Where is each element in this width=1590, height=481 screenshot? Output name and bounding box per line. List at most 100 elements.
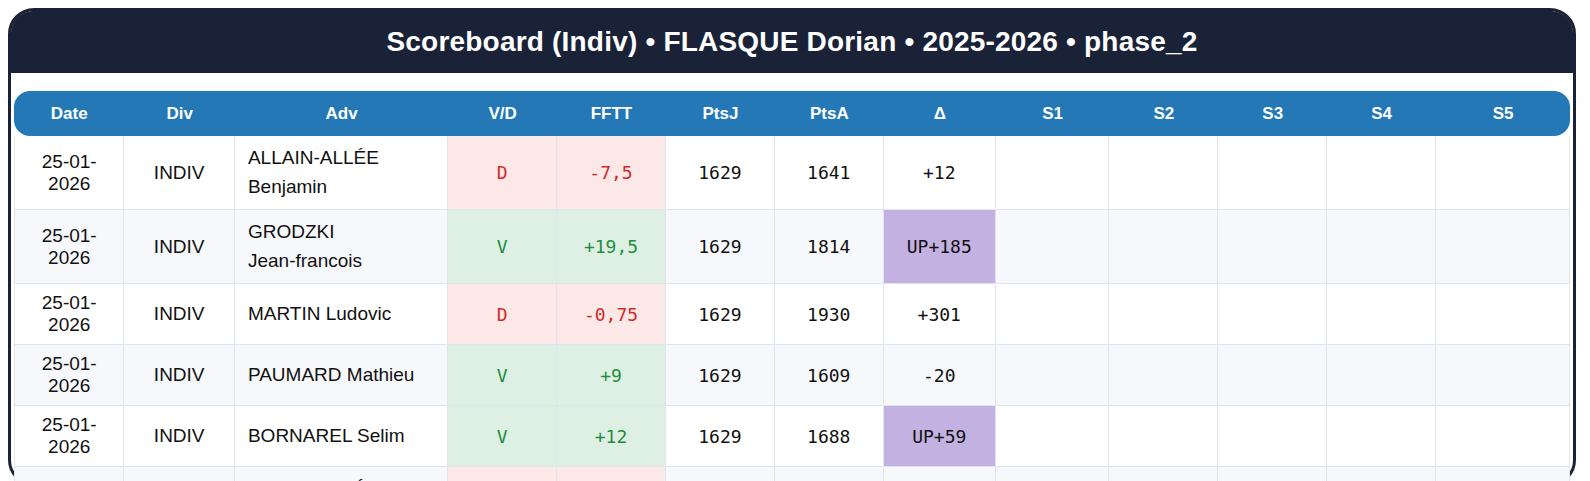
set1-cell — [996, 284, 1110, 345]
delta-cell: UP+185 — [884, 210, 996, 284]
page-title: Scoreboard (Indiv) • FLASQUE Dorian • 20… — [386, 26, 1197, 58]
delta-cell: UP+59 — [884, 406, 996, 467]
set4-cell — [1327, 467, 1436, 481]
player-points-cell: 1629 — [666, 284, 775, 345]
column-header-s3: S3 — [1218, 91, 1327, 136]
fftt-points-cell: -0,75 — [557, 284, 666, 345]
table-row: 25-01-2026INDIVALLAIN-ALLÉE BenjaminD-7,… — [14, 136, 1570, 210]
date-cell: 25-01-2026 — [14, 136, 124, 210]
set4-cell — [1327, 284, 1436, 345]
player-points-cell: 1629 — [666, 210, 775, 284]
division-cell: INDIV — [124, 406, 234, 467]
set2-cell — [1109, 136, 1218, 210]
table-header-row: DateDivAdvV/DFFTTPtsJPtsAΔS1S2S3S4S5 — [14, 91, 1570, 136]
adversary-points-cell: 1688 — [775, 406, 884, 467]
player-points-cell: 1629 — [666, 345, 775, 406]
column-header-s1: S1 — [996, 91, 1110, 136]
set1-cell — [996, 345, 1110, 406]
set5-cell — [1436, 406, 1570, 467]
result-cell: D — [448, 284, 557, 345]
date-cell: 25-01-2026 — [14, 345, 124, 406]
fftt-points-cell: +19,5 — [557, 210, 666, 284]
division-cell: INDIV — [124, 467, 234, 481]
set1-cell — [996, 136, 1110, 210]
column-header-ptsa: PtsA — [775, 91, 884, 136]
player-points-cell: 1629 — [666, 467, 775, 481]
set3-cell — [1218, 345, 1327, 406]
adversary-cell: GRODZKI Jean-francois — [235, 210, 448, 284]
set5-cell — [1436, 467, 1570, 481]
app-card: Scoreboard (Indiv) • FLASQUE Dorian • 20… — [8, 8, 1576, 481]
result-cell: V — [448, 210, 557, 284]
adversary-points-cell: 1609 — [775, 345, 884, 406]
fftt-points-cell: +9 — [557, 345, 666, 406]
set3-cell — [1218, 467, 1327, 481]
player-points-cell: 1629 — [666, 136, 775, 210]
result-cell: V — [448, 406, 557, 467]
set5-cell — [1436, 136, 1570, 210]
column-header-s2: S2 — [1109, 91, 1218, 136]
division-cell: INDIV — [124, 284, 234, 345]
result-cell: V — [448, 345, 557, 406]
table-row: 25-01-2026INDIVGRODZKI Jean-francoisV+19… — [14, 210, 1570, 284]
set2-cell — [1109, 406, 1218, 467]
column-header-vd: V/D — [448, 91, 557, 136]
column-header-delta: Δ — [884, 91, 996, 136]
set2-cell — [1109, 345, 1218, 406]
set3-cell — [1218, 210, 1327, 284]
division-cell: INDIV — [124, 345, 234, 406]
table-row: 25-01-2026INDIVMARTIN LudovicD-0,7516291… — [14, 284, 1570, 345]
result-cell: D — [448, 467, 557, 481]
set3-cell — [1218, 406, 1327, 467]
column-header-adv: Adv — [235, 91, 448, 136]
table-row: 25-01-2026INDIVPAUMARD MathieuV+91629160… — [14, 345, 1570, 406]
date-cell: 25-01-2026 — [14, 467, 124, 481]
set2-cell — [1109, 284, 1218, 345]
set3-cell — [1218, 284, 1327, 345]
delta-cell: +301 — [884, 284, 996, 345]
set5-cell — [1436, 210, 1570, 284]
adversary-points-cell: 1930 — [775, 284, 884, 345]
set2-cell — [1109, 467, 1218, 481]
division-cell: INDIV — [124, 136, 234, 210]
delta-cell: +12 — [884, 467, 996, 481]
adversary-points-cell: 1641 — [775, 136, 884, 210]
scoreboard-table: DateDivAdvV/DFFTTPtsJPtsAΔS1S2S3S4S5 25-… — [14, 91, 1570, 481]
set5-cell — [1436, 284, 1570, 345]
fftt-points-cell: -7,5 — [557, 136, 666, 210]
title-bar: Scoreboard (Indiv) • FLASQUE Dorian • 20… — [11, 11, 1573, 73]
set2-cell — [1109, 210, 1218, 284]
set3-cell — [1218, 136, 1327, 210]
set1-cell — [996, 210, 1110, 284]
date-cell: 25-01-2026 — [14, 210, 124, 284]
set4-cell — [1327, 345, 1436, 406]
player-points-cell: 1629 — [666, 406, 775, 467]
delta-cell: +12 — [884, 136, 996, 210]
delta-cell: -20 — [884, 345, 996, 406]
set4-cell — [1327, 136, 1436, 210]
column-header-div: Div — [124, 91, 234, 136]
adversary-cell: PAUMARD Mathieu — [235, 345, 448, 406]
set4-cell — [1327, 210, 1436, 284]
adversary-cell: ALLAIN-ALLÉE Benjamin — [235, 136, 448, 210]
table-container: DateDivAdvV/DFFTTPtsJPtsAΔS1S2S3S4S5 25-… — [11, 73, 1573, 481]
set4-cell — [1327, 406, 1436, 467]
column-header-date: Date — [14, 91, 124, 136]
adversary-cell: MARTIN Ludovic — [235, 284, 448, 345]
date-cell: 25-01-2026 — [14, 284, 124, 345]
set1-cell — [996, 467, 1110, 481]
table-row: 25-01-2026INDIVALLAIN-ALLÉE BenjaminD-7,… — [14, 467, 1570, 481]
adversary-points-cell: 1641 — [775, 467, 884, 481]
fftt-points-cell: +12 — [557, 406, 666, 467]
column-header-s4: S4 — [1327, 91, 1436, 136]
division-cell: INDIV — [124, 210, 234, 284]
table-row: 25-01-2026INDIVBORNAREL SelimV+121629168… — [14, 406, 1570, 467]
adversary-points-cell: 1814 — [775, 210, 884, 284]
column-header-s5: S5 — [1436, 91, 1570, 136]
date-cell: 25-01-2026 — [14, 406, 124, 467]
set1-cell — [996, 406, 1110, 467]
set5-cell — [1436, 345, 1570, 406]
column-header-fftt: FFTT — [557, 91, 666, 136]
fftt-points-cell: -7,5 — [557, 467, 666, 481]
column-header-ptsj: PtsJ — [666, 91, 775, 136]
